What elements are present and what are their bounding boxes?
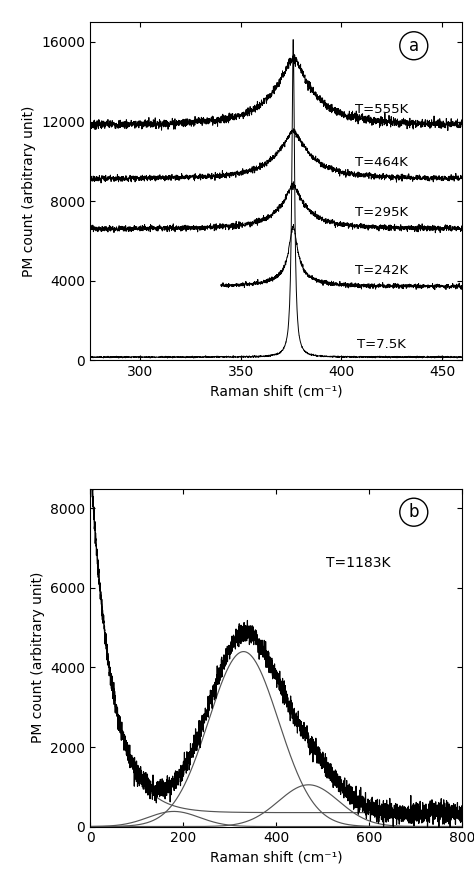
Y-axis label: PM count (arbitrary unit): PM count (arbitrary unit) [30,572,45,743]
Text: T=295K: T=295K [355,206,408,219]
Text: T=1183K: T=1183K [326,556,390,570]
Text: a: a [409,37,419,55]
Text: T=7.5K: T=7.5K [357,339,406,351]
Y-axis label: PM count (arbitrary unit): PM count (arbitrary unit) [22,105,36,277]
Text: T=464K: T=464K [355,156,408,169]
Text: T=242K: T=242K [355,263,408,277]
Text: b: b [409,503,419,522]
X-axis label: Raman shift (cm⁻¹): Raman shift (cm⁻¹) [210,851,342,865]
Text: T=555K: T=555K [355,103,408,116]
X-axis label: Raman shift (cm⁻¹): Raman shift (cm⁻¹) [210,385,342,399]
